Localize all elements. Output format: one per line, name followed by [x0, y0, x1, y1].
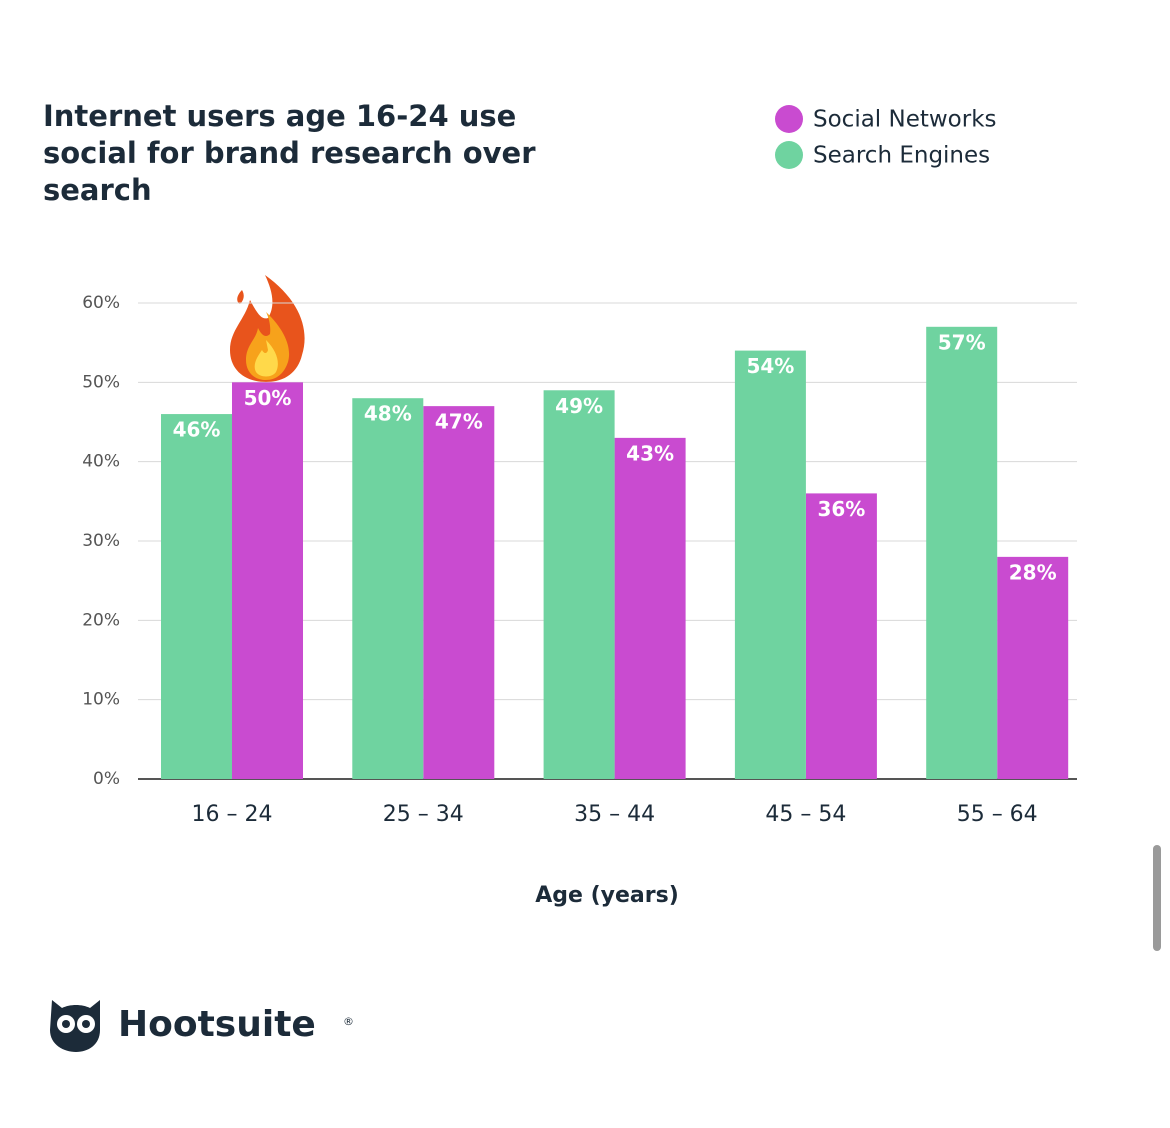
y-tick-label: 10% [82, 690, 120, 710]
chart-title: Internet users age 16-24 use social for … [43, 99, 536, 207]
x-tick-label: 16 – 24 [192, 802, 273, 827]
brand: Hootsuite [118, 1004, 316, 1045]
x-tick-label: 45 – 54 [765, 802, 846, 827]
value-label: 47% [435, 410, 483, 434]
logo-icon [50, 1000, 100, 1052]
y-tick-label: 50% [82, 372, 120, 392]
x-tick-label: 55 – 64 [957, 802, 1038, 827]
flame-icon [230, 275, 305, 382]
bar [805, 493, 877, 779]
value-label: 49% [555, 394, 603, 418]
bar [734, 350, 806, 779]
y-tick-label: 30% [82, 531, 120, 551]
legend-swatch [775, 141, 803, 169]
bar [161, 414, 232, 779]
bar [997, 556, 1069, 779]
bar [614, 437, 686, 779]
y-tick-label: 40% [82, 452, 120, 472]
legend-label: Social Networks [813, 107, 997, 133]
y-tick-label: 0% [93, 769, 120, 789]
value-label: 50% [244, 386, 292, 410]
value-label: 57% [938, 330, 986, 354]
brand-mark: ® [343, 1015, 354, 1028]
bar [926, 326, 998, 779]
bar [543, 390, 615, 779]
value-label: 28% [1009, 560, 1057, 584]
value-label: 54% [746, 354, 794, 378]
value-label: 48% [364, 402, 412, 426]
bar [352, 398, 424, 779]
value-label: 46% [173, 418, 221, 442]
scrollbar[interactable] [1153, 845, 1161, 951]
legend-label: Search Engines [813, 143, 990, 169]
y-tick-label: 20% [82, 610, 120, 630]
bar [232, 382, 303, 779]
x-tick-label: 35 – 44 [574, 802, 655, 827]
value-label: 43% [626, 441, 674, 465]
x-axis-label: Age (years) [535, 883, 679, 908]
bar [423, 406, 495, 779]
legend-swatch [775, 105, 803, 133]
x-tick-label: 25 – 34 [383, 802, 464, 827]
value-label: 36% [817, 497, 865, 521]
y-tick-label: 60% [82, 293, 120, 313]
